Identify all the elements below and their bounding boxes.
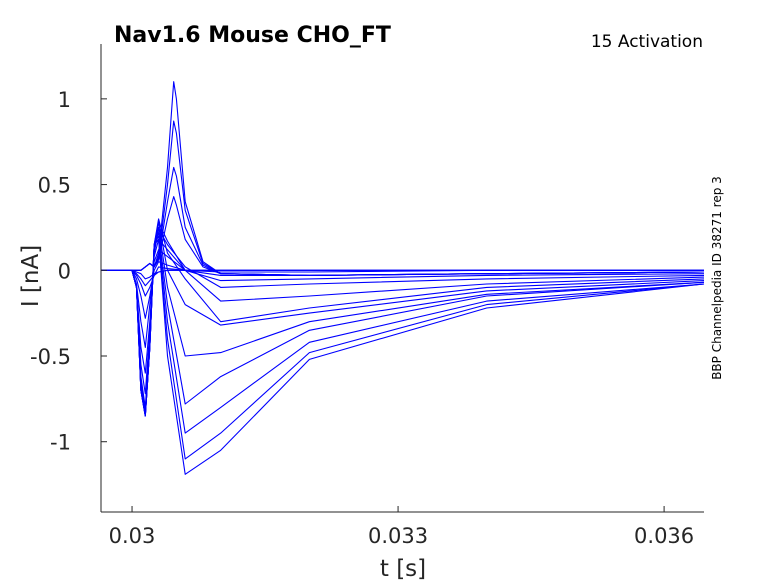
channelpedia-id-label: BBP Channelpedia ID 38271 rep 3 — [710, 176, 724, 380]
chart-subtitle: 15 Activation — [591, 32, 703, 52]
y-tick-label: 0.5 — [38, 174, 71, 198]
ticks-group: 0.03 0.033 0.036 1 0.5 0 -0.5 -1 — [30, 88, 694, 548]
traces-group — [101, 81, 705, 475]
trace-17 — [101, 120, 705, 276]
trace-16 — [101, 81, 705, 276]
x-tick-label: 0.033 — [368, 524, 428, 548]
trace-6 — [101, 238, 705, 374]
x-axis-label: t [s] — [380, 556, 426, 582]
x-tick-label: 0.036 — [634, 524, 694, 548]
trace-19 — [101, 196, 705, 276]
trace-12 — [101, 232, 705, 417]
y-tick-label: 0 — [58, 259, 71, 283]
trace-9 — [101, 218, 705, 412]
trace-13 — [101, 235, 705, 434]
trace-15 — [101, 238, 705, 475]
y-tick-label: 1 — [58, 88, 71, 112]
trace-10 — [101, 221, 705, 415]
axes-group — [100, 44, 704, 513]
x-tick-label: 0.03 — [109, 524, 156, 548]
y-tick-label: -1 — [50, 431, 71, 455]
y-tick-label: -0.5 — [30, 345, 71, 369]
chart-title: Nav1.6 Mouse CHO_FT — [114, 23, 391, 48]
trace-7 — [101, 228, 705, 395]
y-axis-label: I [nA] — [18, 245, 44, 307]
trace-11 — [101, 226, 705, 417]
